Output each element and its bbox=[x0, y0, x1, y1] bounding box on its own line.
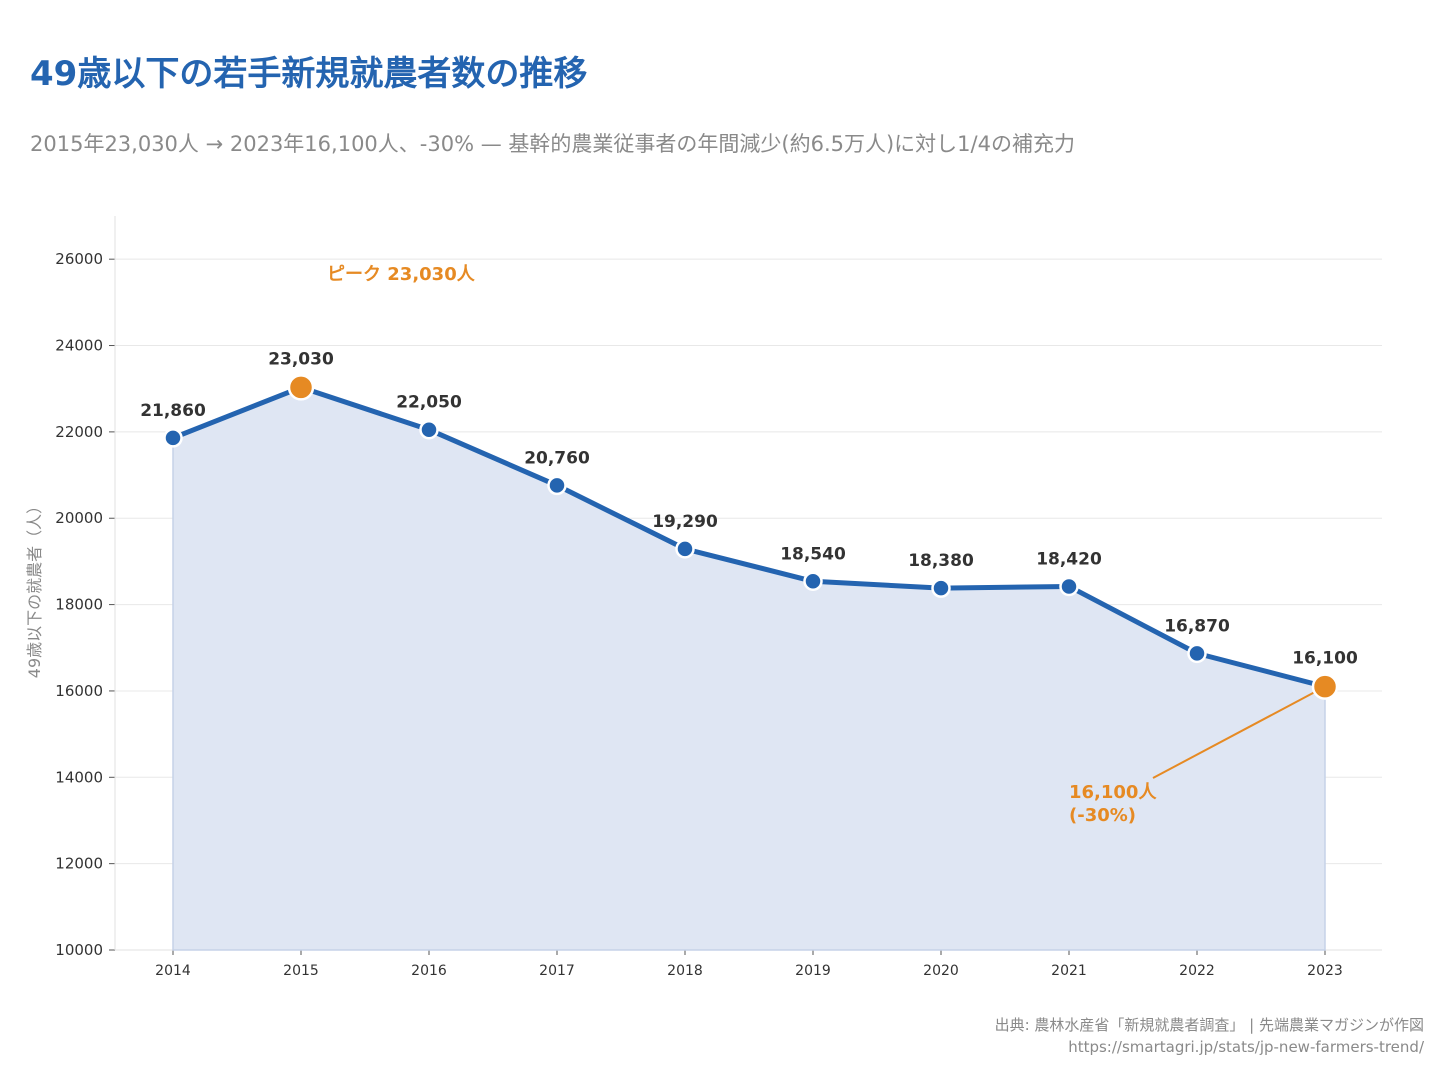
y-axis-label: 49歳以下の就農者（人） bbox=[25, 498, 44, 678]
x-tick-label: 2020 bbox=[923, 963, 959, 979]
data-point bbox=[803, 571, 823, 592]
data-label: 18,540 bbox=[780, 544, 846, 564]
data-point bbox=[1059, 576, 1079, 597]
y-tick-label: 10000 bbox=[55, 941, 103, 959]
data-label: 16,100 bbox=[1292, 649, 1358, 669]
y-tick-label: 14000 bbox=[55, 768, 103, 786]
y-tick-label: 12000 bbox=[55, 855, 103, 873]
x-tick-label: 2014 bbox=[155, 963, 191, 979]
end-annotation: 16,100人 bbox=[1069, 782, 1157, 803]
chart-title: 49歳以下の若手新規就農者数の推移 bbox=[30, 54, 588, 94]
source-note: 出典: 農林水産省「新規就農者調査」 | 先端農業マガジンが作図 bbox=[994, 1016, 1424, 1034]
data-label: 18,380 bbox=[908, 551, 974, 571]
data-label: 19,290 bbox=[652, 512, 718, 532]
peak-annotation: ピーク 23,030人 bbox=[327, 264, 476, 285]
x-tick-label: 2018 bbox=[667, 963, 703, 979]
x-tick-label: 2015 bbox=[283, 963, 319, 979]
x-tick-label: 2017 bbox=[539, 963, 575, 979]
y-tick-label: 22000 bbox=[55, 423, 103, 441]
y-tick-label: 18000 bbox=[55, 596, 103, 614]
data-point bbox=[675, 539, 695, 559]
data-label: 21,860 bbox=[140, 401, 206, 421]
y-tick-label: 16000 bbox=[55, 682, 103, 700]
chart-subtitle: 2015年23,030人 → 2023年16,100人、-30% — 基幹的農業… bbox=[30, 132, 1075, 156]
source-url: https://smartagri.jp/stats/jp-new-farmer… bbox=[1068, 1038, 1424, 1056]
data-point bbox=[163, 428, 183, 448]
data-label: 16,870 bbox=[1164, 616, 1230, 636]
annotation-arrow bbox=[1152, 685, 1326, 779]
x-tick-label: 2022 bbox=[1179, 963, 1215, 979]
x-tick-label: 2019 bbox=[795, 963, 831, 979]
area-fill bbox=[172, 386, 1326, 951]
data-point bbox=[419, 419, 439, 440]
y-tick-label: 20000 bbox=[55, 509, 103, 527]
data-label: 20,760 bbox=[524, 448, 590, 468]
end-annotation-change: (-30%) bbox=[1069, 805, 1136, 826]
x-tick-label: 2023 bbox=[1307, 963, 1343, 979]
data-point bbox=[931, 578, 951, 598]
x-tick-label: 2016 bbox=[411, 963, 447, 979]
y-tick-label: 24000 bbox=[55, 337, 103, 355]
data-point bbox=[547, 475, 567, 496]
data-label: 23,030 bbox=[268, 349, 334, 369]
data-label: 22,050 bbox=[396, 393, 462, 413]
data-point bbox=[1187, 643, 1207, 664]
y-tick-label: 26000 bbox=[55, 250, 103, 268]
highlight-point bbox=[1311, 673, 1339, 700]
data-label: 18,420 bbox=[1036, 549, 1102, 569]
highlight-point bbox=[287, 374, 315, 401]
series-line bbox=[172, 384, 1326, 690]
x-tick-label: 2021 bbox=[1051, 963, 1087, 979]
